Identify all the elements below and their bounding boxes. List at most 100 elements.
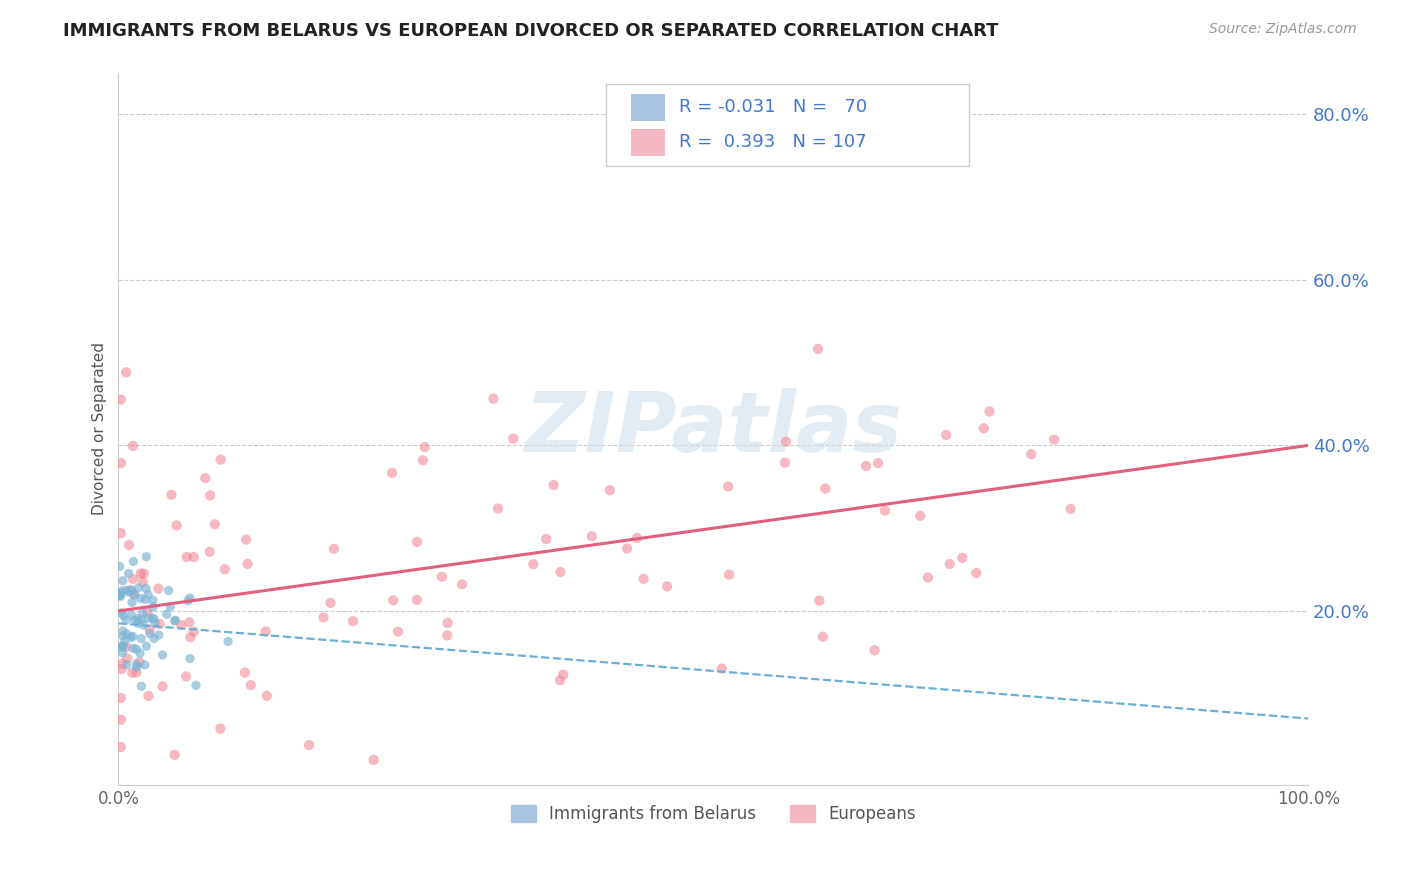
Point: [950, 550, 973, 565]
Point: [312, 610, 335, 624]
Point: [159, 599, 181, 614]
Point: [322, 541, 344, 556]
Point: [482, 392, 505, 406]
Text: IMMIGRANTS FROM BELARUS VS EUROPEAN DIVORCED OR SEPARATED CORRELATION CHART: IMMIGRANTS FROM BELARUS VS EUROPEAN DIVO…: [63, 22, 998, 40]
Point: [111, 624, 134, 638]
Point: [166, 518, 188, 533]
Point: [134, 592, 156, 607]
Point: [134, 657, 156, 672]
Point: [132, 575, 155, 590]
Point: [808, 593, 831, 607]
Point: [136, 588, 159, 602]
Point: [111, 639, 134, 653]
Point: [129, 591, 152, 606]
Point: [118, 538, 141, 552]
Point: [132, 566, 155, 581]
Point: [236, 557, 259, 571]
Text: R =  0.393   N = 107: R = 0.393 N = 107: [679, 133, 866, 151]
Point: [143, 632, 166, 646]
Point: [129, 613, 152, 627]
Point: [910, 508, 932, 523]
Point: [486, 501, 509, 516]
Point: [965, 566, 987, 580]
Point: [131, 679, 153, 693]
Point: [179, 651, 201, 665]
Point: [387, 624, 409, 639]
Point: [775, 434, 797, 449]
Point: [599, 483, 621, 498]
Point: [710, 662, 733, 676]
Point: [298, 738, 321, 752]
Point: [209, 452, 232, 467]
Point: [412, 453, 434, 467]
Point: [235, 533, 257, 547]
Point: [142, 593, 165, 607]
Point: [342, 614, 364, 628]
Point: [550, 565, 572, 579]
Point: [198, 545, 221, 559]
Point: [135, 582, 157, 596]
Point: [110, 606, 132, 620]
Point: [157, 583, 180, 598]
FancyBboxPatch shape: [631, 94, 665, 120]
Point: [811, 630, 834, 644]
Point: [122, 554, 145, 568]
Point: [125, 660, 148, 674]
Point: [142, 600, 165, 615]
Point: [502, 432, 524, 446]
Point: [136, 606, 159, 620]
Point: [125, 642, 148, 657]
Point: [114, 634, 136, 648]
Point: [451, 577, 474, 591]
Point: [110, 713, 132, 727]
Point: [148, 582, 170, 596]
Point: [127, 612, 149, 626]
Point: [128, 655, 150, 669]
Point: [115, 613, 138, 627]
Point: [141, 611, 163, 625]
Point: [110, 392, 132, 407]
Point: [917, 570, 939, 584]
Point: [406, 592, 429, 607]
Point: [110, 662, 132, 676]
Point: [115, 627, 138, 641]
Point: [170, 618, 193, 632]
Point: [111, 583, 134, 598]
Point: [536, 532, 558, 546]
Point: [108, 588, 131, 602]
Point: [120, 583, 142, 598]
Point: [115, 583, 138, 598]
Point: [112, 608, 135, 623]
Point: [413, 440, 436, 454]
Point: [855, 458, 877, 473]
Point: [382, 593, 405, 607]
Point: [132, 618, 155, 632]
Point: [122, 641, 145, 656]
Point: [973, 421, 995, 435]
Point: [655, 579, 678, 593]
Point: [129, 632, 152, 646]
Point: [110, 640, 132, 654]
Point: [152, 648, 174, 662]
Point: [111, 574, 134, 588]
Point: [183, 549, 205, 564]
Point: [121, 630, 143, 644]
Point: [121, 595, 143, 609]
Point: [256, 689, 278, 703]
Point: [131, 606, 153, 620]
Point: [136, 611, 159, 625]
Point: [543, 478, 565, 492]
Point: [807, 342, 830, 356]
Legend: Immigrants from Belarus, Europeans: Immigrants from Belarus, Europeans: [505, 798, 922, 830]
Point: [198, 488, 221, 502]
Point: [152, 680, 174, 694]
Point: [122, 572, 145, 586]
Point: [117, 566, 139, 581]
Point: [111, 629, 134, 643]
Point: [165, 613, 187, 627]
Point: [522, 558, 544, 572]
Point: [143, 615, 166, 630]
Point: [217, 634, 239, 648]
Point: [138, 689, 160, 703]
Point: [616, 541, 638, 556]
